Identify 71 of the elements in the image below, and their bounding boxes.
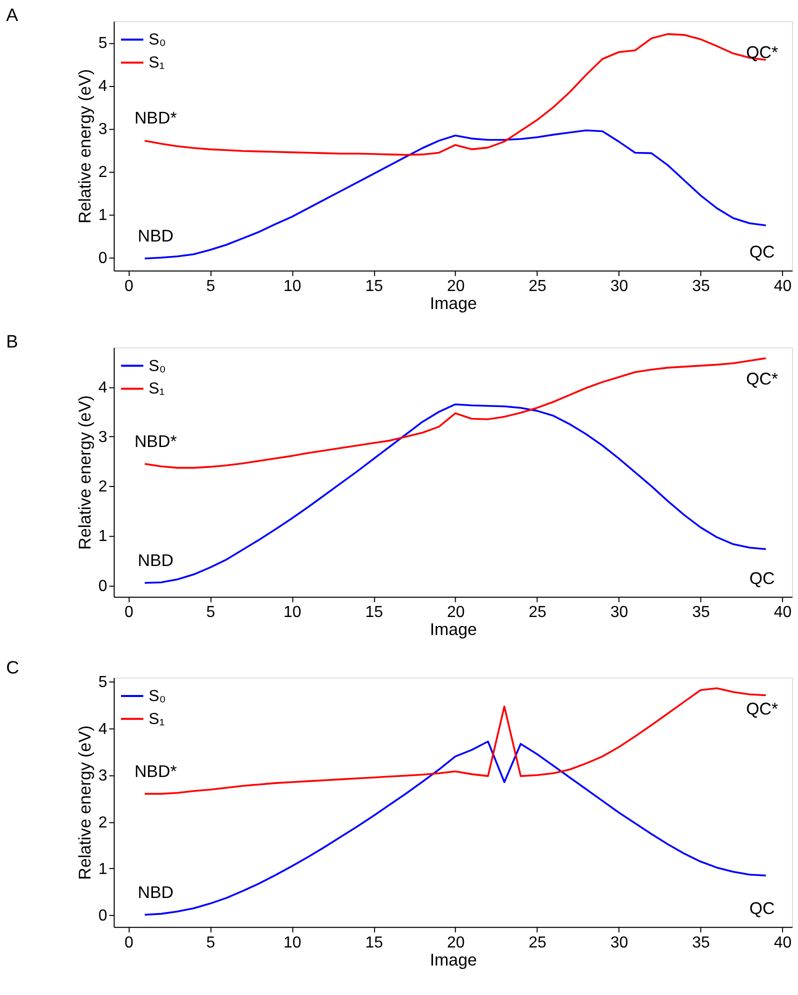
chart-title: B [6, 331, 18, 352]
annotation: QC* [746, 699, 778, 718]
annotation: QC [749, 568, 775, 588]
x-tick-label: 0 [124, 278, 134, 295]
x-axis-title: Image [430, 620, 477, 640]
y-tick-label: 0 [98, 908, 108, 925]
x-tick-label: 15 [365, 934, 384, 952]
x-tick-label: 10 [283, 278, 302, 295]
legend-label: S₁ [148, 380, 165, 398]
x-tick-label: 20 [446, 934, 465, 952]
x-tick-label: 30 [610, 278, 628, 295]
legend-label: S₀ [148, 32, 166, 49]
x-tick-label: 30 [610, 934, 628, 952]
annotation: QC [749, 898, 775, 918]
annotation: NBD* [134, 108, 178, 128]
x-tick-label: 35 [692, 604, 710, 622]
x-tick-label: 35 [692, 934, 710, 952]
legend-label: S₁ [148, 710, 165, 728]
annotation: NBD [138, 226, 174, 246]
y-tick-label: 3 [98, 429, 108, 446]
annotation: QC* [746, 369, 778, 388]
annotation: NBD* [134, 762, 178, 781]
x-tick-label: 10 [283, 604, 302, 622]
x-tick-label: 5 [206, 278, 216, 295]
y-tick-label: 3 [98, 121, 108, 138]
x-tick-label: 15 [365, 604, 384, 622]
x-tick-label: 10 [283, 934, 302, 952]
x-tick-label: 5 [206, 604, 216, 622]
annotation: QC [749, 242, 775, 262]
y-tick-label: 4 [98, 78, 108, 96]
x-tick-label: 0 [124, 934, 134, 952]
y-axis-title: Relative energy (eV) [75, 726, 94, 880]
x-tick-label: 15 [365, 278, 384, 295]
y-tick-label: 2 [98, 478, 108, 496]
x-tick-label: 5 [206, 934, 216, 952]
annotation: NBD [138, 550, 174, 570]
x-tick-label: 40 [774, 934, 792, 952]
y-tick-label: 2 [98, 814, 108, 832]
y-axis-title: Relative energy (eV) [75, 395, 94, 550]
x-tick-label: 20 [446, 278, 465, 295]
chart-title: C [6, 658, 20, 678]
x-tick-label: 40 [774, 278, 792, 295]
y-tick-label: 5 [98, 35, 108, 52]
annotation: QC* [746, 43, 778, 62]
y-tick-label: 1 [98, 207, 108, 224]
chart-title: A [6, 5, 18, 26]
y-tick-label: 3 [98, 768, 108, 785]
y-tick-label: 0 [98, 250, 108, 268]
x-tick-label: 40 [774, 604, 792, 622]
legend-label: S₀ [148, 358, 166, 375]
y-tick-label: 5 [98, 674, 108, 692]
legend-label: S₀ [148, 688, 166, 705]
x-tick-label: 30 [610, 604, 628, 622]
annotation: NBD [138, 882, 174, 902]
x-axis-title: Image [430, 950, 477, 970]
x-axis-title: Image [430, 294, 477, 313]
y-axis-title: Relative energy (eV) [75, 69, 94, 224]
y-tick-label: 0 [98, 578, 108, 595]
x-tick-label: 20 [446, 604, 465, 622]
y-tick-label: 1 [98, 528, 108, 546]
x-tick-label: 25 [528, 278, 547, 295]
x-tick-label: 25 [528, 604, 547, 622]
y-tick-label: 1 [98, 861, 108, 878]
legend-label: S₁ [148, 54, 165, 72]
y-tick-label: 4 [98, 380, 108, 396]
x-tick-label: 35 [692, 278, 710, 295]
annotation: NBD* [134, 432, 178, 451]
y-tick-label: 2 [98, 164, 108, 182]
y-tick-label: 4 [98, 720, 108, 738]
x-tick-label: 25 [528, 934, 547, 952]
x-tick-label: 0 [124, 604, 134, 622]
